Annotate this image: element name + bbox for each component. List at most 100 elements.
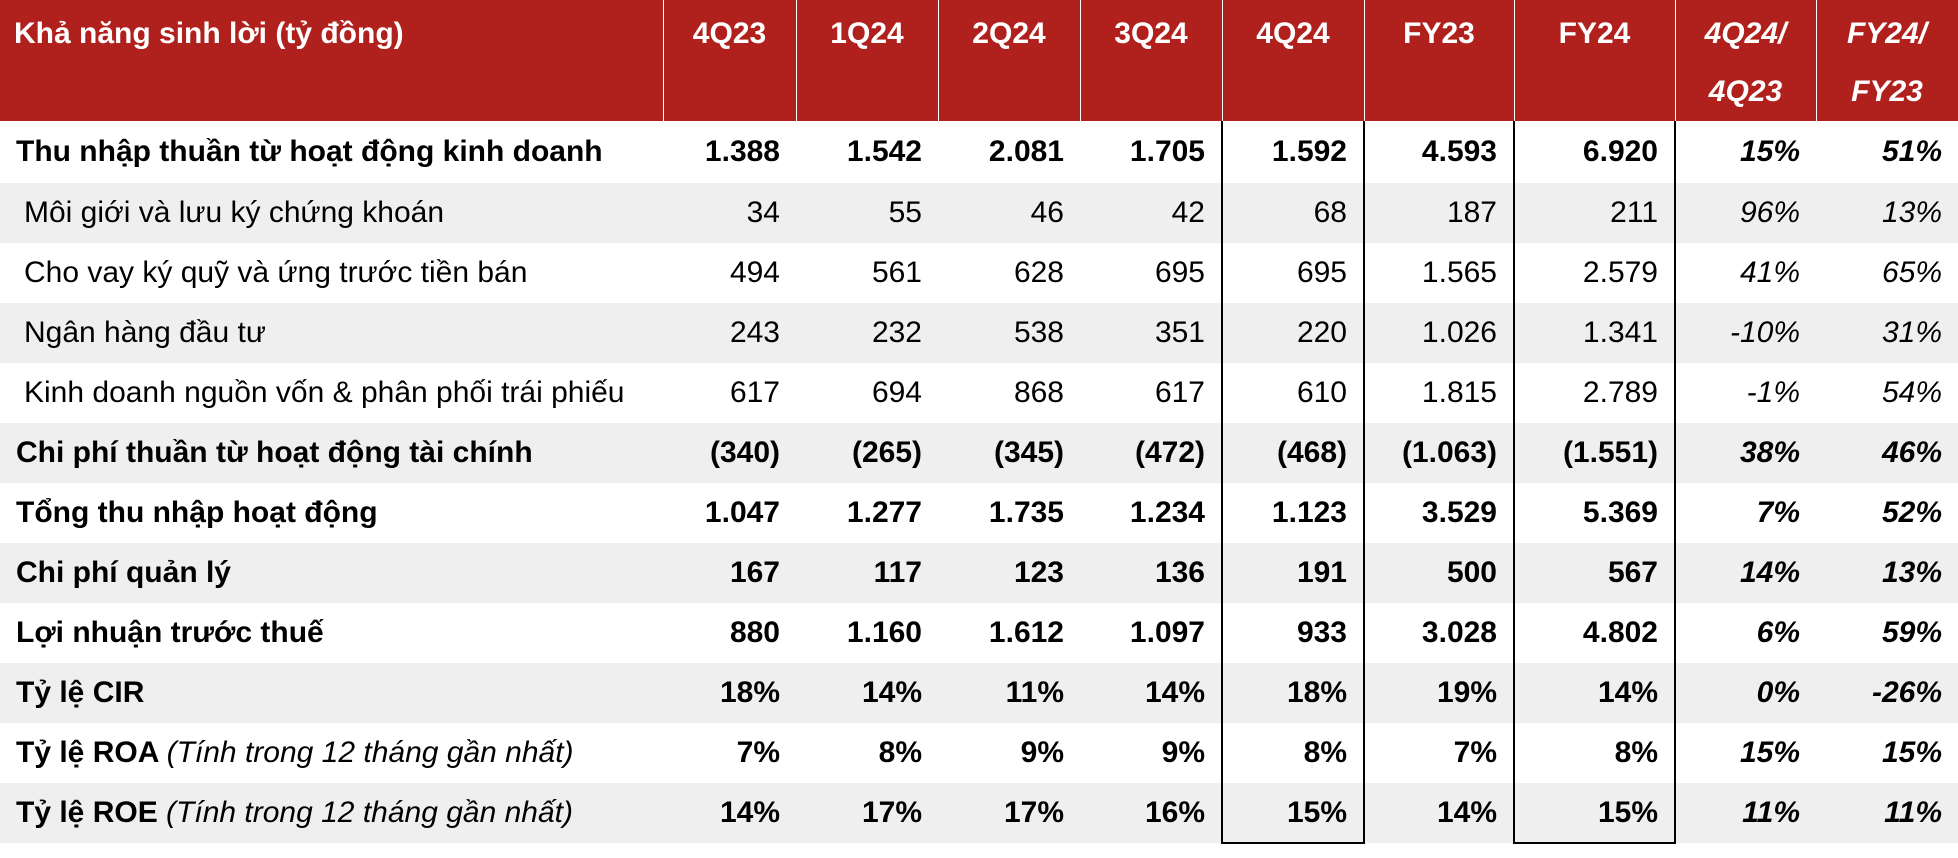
value-cell: 567: [1513, 543, 1676, 603]
value-cell: 46: [938, 183, 1080, 243]
value-cell: 1.341: [1513, 303, 1676, 363]
row-label-text: Lợi nhuận trước thuế: [16, 616, 324, 649]
value-cell: 7%: [736, 736, 780, 769]
column-header: 4Q23: [663, 0, 797, 121]
table-row: Chi phí thuần từ hoạt động tài chính (340…: [0, 423, 1958, 483]
value-cell: 1.026: [1364, 303, 1514, 363]
value-cell: 18%: [663, 663, 796, 723]
value-cell: 15%: [1513, 783, 1676, 844]
ratio-cell: 15%: [1739, 135, 1800, 168]
column-header: 1Q24: [796, 0, 939, 121]
table-row: Thu nhập thuần từ hoạt động kinh doanh 1.…: [0, 121, 1958, 183]
value-cell: 695: [1221, 243, 1365, 303]
column-header: FY24: [1514, 0, 1676, 121]
value-cell: 211: [1513, 183, 1676, 243]
row-label-text: Tổng thu nhập hoạt động: [16, 496, 378, 529]
value-cell: 9%: [1161, 736, 1205, 769]
value-cell: 868: [1013, 376, 1064, 409]
value-cell: 243: [663, 303, 796, 363]
ratio-header-line1: 4Q24/: [1704, 17, 1787, 50]
ratio-cell: 41%: [1739, 256, 1800, 289]
table-body: Thu nhập thuần từ hoạt động kinh doanh 1.…: [0, 121, 1958, 844]
value-cell: 617: [1154, 376, 1205, 409]
table-row: Tỷ lệ CIR 18% 14% 11% 14% 18% 19% 14% 0% -26%: [0, 663, 1958, 723]
value-cell: 538: [938, 303, 1080, 363]
column-header: 3Q24: [1080, 0, 1223, 121]
value-cell: 2.789: [1513, 363, 1676, 423]
row-label: Tổng thu nhập hoạt động: [0, 483, 663, 543]
value-cell: 4.593: [1421, 135, 1497, 168]
value-cell: 1.047: [704, 496, 780, 529]
ratio-column-header: FY24/ FY23: [1816, 0, 1958, 121]
value-cell: 191: [1221, 543, 1365, 603]
value-cell: 8%: [1513, 723, 1676, 783]
value-cell: 9%: [1020, 736, 1064, 769]
ratio-column-header: 4Q24/ 4Q23: [1675, 0, 1817, 121]
value-cell: 8%: [1221, 723, 1365, 783]
value-cell: 4.802: [1513, 603, 1676, 663]
value-cell: 117: [796, 543, 938, 603]
table-row: Tổng thu nhập hoạt động 1.047 1.277 1.735 1.…: [0, 483, 1958, 543]
column-header: FY23: [1364, 0, 1515, 121]
ratio-header-line2: 4Q23: [1708, 75, 1783, 108]
value-cell: 617: [729, 376, 780, 409]
row-label: Kinh doanh nguồn vốn & phân phối trái ph…: [0, 363, 663, 423]
ratio-cell: -10%: [1675, 303, 1816, 363]
table-row: Môi giới và lưu ký chứng khoán 34 55 46 42 68…: [0, 183, 1958, 243]
value-cell: 1.735: [988, 496, 1064, 529]
value-cell: 187: [1364, 183, 1514, 243]
value-cell: 55: [796, 183, 938, 243]
column-header: 2Q24: [938, 0, 1081, 121]
value-cell: 880: [729, 616, 780, 649]
ratio-cell: 15%: [1739, 736, 1800, 769]
value-cell: 14%: [796, 663, 938, 723]
value-cell: 14%: [663, 783, 796, 843]
row-label-text: Tỷ lệ ROA: [16, 736, 167, 769]
value-cell: 2.579: [1513, 243, 1676, 303]
row-label: Tỷ lệ ROE (Tính trong 12 tháng gần nhất): [0, 783, 663, 843]
value-cell: 17%: [938, 783, 1080, 843]
value-cell: 561: [871, 256, 922, 289]
value-cell: 500: [1364, 543, 1514, 603]
table-title: Khả năng sinh lời (tỷ đồng): [0, 0, 664, 121]
ratio-cell: -26%: [1816, 663, 1958, 723]
value-cell: 14%: [1080, 663, 1222, 723]
row-label-text: Môi giới và lưu ký chứng khoán: [24, 196, 445, 229]
value-cell: 1.123: [1221, 483, 1365, 543]
value-cell: 34: [663, 183, 796, 243]
ratio-cell: -1%: [1746, 376, 1800, 409]
value-cell: 19%: [1364, 663, 1514, 723]
value-cell: 694: [871, 376, 922, 409]
table-row: Kinh doanh nguồn vốn & phân phối trái ph…: [0, 363, 1958, 423]
ratio-cell: 0%: [1675, 663, 1816, 723]
value-cell: 351: [1080, 303, 1222, 363]
value-cell: (265): [796, 423, 938, 483]
value-cell: 1.592: [1221, 121, 1365, 183]
row-label: Thu nhập thuần từ hoạt động kinh doanh: [0, 121, 663, 183]
value-cell: 1.705: [1129, 135, 1205, 168]
row-label: Tỷ lệ ROA (Tính trong 12 tháng gần nhất): [0, 723, 663, 783]
value-cell: 1.815: [1421, 376, 1497, 409]
ratio-cell: 11%: [1675, 783, 1816, 843]
row-label-text: Chi phí quản lý: [16, 556, 231, 589]
value-cell: 1.234: [1129, 496, 1205, 529]
ratio-cell: 7%: [1756, 496, 1800, 529]
value-cell: 18%: [1221, 663, 1365, 723]
ratio-cell: 59%: [1881, 616, 1942, 649]
value-cell: 1.612: [988, 616, 1064, 649]
table-row: Tỷ lệ ROE (Tính trong 12 tháng gần nhất)…: [0, 783, 1958, 844]
ratio-cell: 6%: [1756, 616, 1800, 649]
value-cell: 123: [938, 543, 1080, 603]
ratio-cell: 96%: [1675, 183, 1816, 243]
row-label-text: Kinh doanh nguồn vốn & phân phối trái ph…: [24, 376, 625, 409]
ratio-cell: 31%: [1816, 303, 1958, 363]
row-label-text: Tỷ lệ CIR: [16, 676, 145, 709]
ratio-cell: 11%: [1816, 783, 1958, 843]
value-cell: 610: [1221, 363, 1365, 423]
value-cell: 3.028: [1421, 616, 1497, 649]
value-cell: 17%: [796, 783, 938, 843]
value-cell: (1.551): [1513, 423, 1676, 483]
value-cell: (345): [938, 423, 1080, 483]
row-label-note: (Tính trong 12 tháng gần nhất): [166, 796, 573, 829]
